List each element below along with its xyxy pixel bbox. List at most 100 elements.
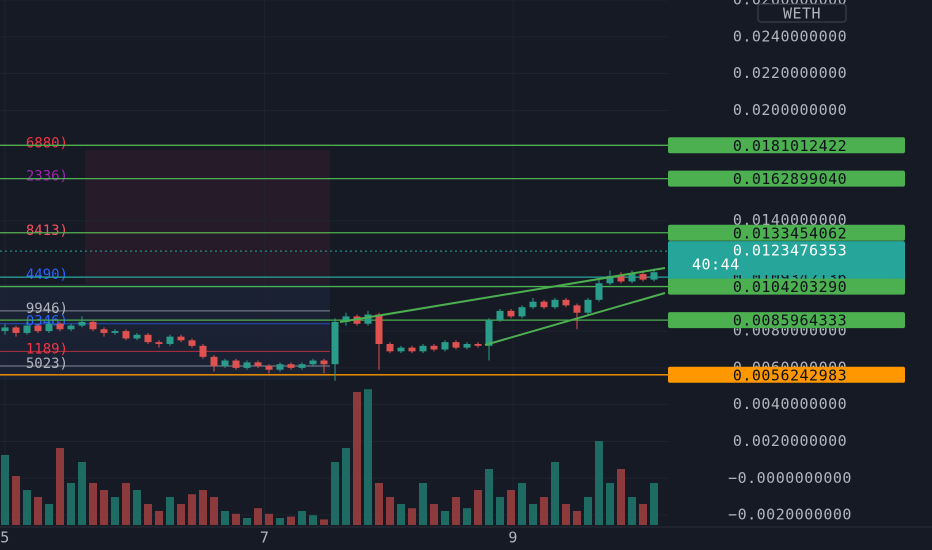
volume-bar: [1, 455, 9, 525]
volume-bar: [518, 483, 526, 525]
candle-body: [595, 283, 603, 300]
zone-red: [85, 150, 330, 284]
candle-body: [78, 321, 86, 326]
candle-body: [254, 362, 262, 367]
candle-body: [210, 356, 218, 367]
volume-bar: [111, 497, 119, 525]
trendline: [339, 267, 666, 323]
volume-bar: [441, 511, 449, 525]
volume-bar: [221, 511, 229, 525]
volume-bar: [12, 476, 20, 525]
price-axis: 0.02600000000.02400000000.02200000000.02…: [0, 0, 905, 547]
price-tag-label: 0.0104203290: [733, 278, 847, 296]
volume-bar: [375, 483, 383, 525]
candle-body: [485, 320, 493, 346]
zone-blue: [0, 284, 330, 380]
candle-body: [386, 343, 394, 352]
symbol-box: [757, 3, 847, 23]
y-tick-label: 0.0040000000: [733, 395, 847, 413]
y-tick-label: 0.0220000000: [733, 64, 847, 82]
candle-body: [375, 314, 383, 344]
price-tag: [668, 137, 905, 154]
candle-body: [529, 301, 537, 308]
volume-bar: [463, 508, 471, 525]
volume-bar: [562, 504, 570, 525]
candle-body: [551, 299, 559, 308]
volume-bar: [243, 518, 251, 525]
y-tick-label: 0.0240000000: [733, 27, 847, 45]
volume-bar: [265, 513, 273, 525]
volume-bar: [606, 483, 614, 525]
volume-bar: [584, 497, 592, 525]
volume-bar: [452, 497, 460, 525]
volume-bar: [67, 483, 75, 525]
volume-bar: [342, 448, 350, 525]
fib-label: 8413): [26, 223, 68, 239]
volume-bar: [529, 504, 537, 525]
volume-bar: [386, 497, 394, 525]
price-tag: [668, 312, 905, 329]
fib-label: 9946): [26, 301, 68, 317]
candle-body: [518, 307, 526, 317]
y-tick-label: 0.0020000000: [733, 432, 847, 450]
candle-body: [331, 321, 339, 365]
candle-body: [628, 274, 636, 282]
candle-body: [397, 347, 405, 352]
volume-bar: [254, 508, 262, 525]
fib-label: 5023): [26, 356, 68, 372]
volume-bar: [397, 504, 405, 525]
candle-body: [265, 366, 273, 370]
volume-bar: [188, 494, 196, 525]
candle-body: [111, 331, 119, 333]
price-tag: [668, 278, 905, 295]
current-price-label: 0.0123476353: [733, 242, 847, 260]
volume-bar: [309, 515, 317, 525]
volume-bar: [23, 490, 31, 525]
candle-body: [452, 342, 460, 348]
symbol: WETH: [783, 5, 821, 23]
candle-body: [133, 334, 141, 339]
y-tick-label: −0.0020000000: [728, 506, 852, 524]
candle-body: [177, 336, 185, 341]
candle-body: [122, 331, 130, 339]
x-tick-label: 7: [260, 529, 270, 547]
candle-body: [166, 336, 174, 344]
candle-body: [364, 314, 372, 324]
candle-body: [617, 275, 625, 282]
volume-bar: [100, 490, 108, 525]
fib-label: 2336): [26, 169, 68, 185]
volume-bar: [276, 518, 284, 525]
price-tag-label: 0.0181012422: [733, 137, 847, 155]
candle-body: [573, 305, 581, 313]
candle-body: [342, 316, 350, 322]
volume-bar: [287, 516, 295, 525]
candle-body: [430, 345, 438, 350]
candle-body: [155, 342, 163, 344]
candle-body: [221, 360, 229, 367]
candle-body: [309, 360, 317, 365]
y-tick-label: −0.0000000000: [728, 469, 852, 487]
volume-bar: [320, 519, 328, 525]
candle-body: [419, 345, 427, 352]
candle-body: [12, 327, 20, 333]
fib-label: 1189): [26, 341, 68, 357]
candle-body: [23, 325, 31, 333]
fib-label: 6880): [26, 135, 68, 151]
candle-body: [496, 310, 504, 321]
candle-body: [276, 364, 284, 370]
countdown: 40:44: [692, 256, 740, 274]
volume-bar: [474, 490, 482, 525]
candle-body: [243, 362, 251, 368]
candle-body: [507, 310, 515, 317]
candle-body: [232, 360, 240, 368]
price-tag-label: 0.0085964333: [733, 312, 847, 330]
volume-bar: [56, 448, 64, 525]
volume-bar: [34, 497, 42, 525]
candle-body: [320, 360, 328, 365]
candles: [1, 268, 658, 381]
volume-bar: [45, 504, 53, 525]
candle-body: [584, 299, 592, 313]
volume-bar: [573, 511, 581, 525]
candle-body: [650, 272, 658, 280]
